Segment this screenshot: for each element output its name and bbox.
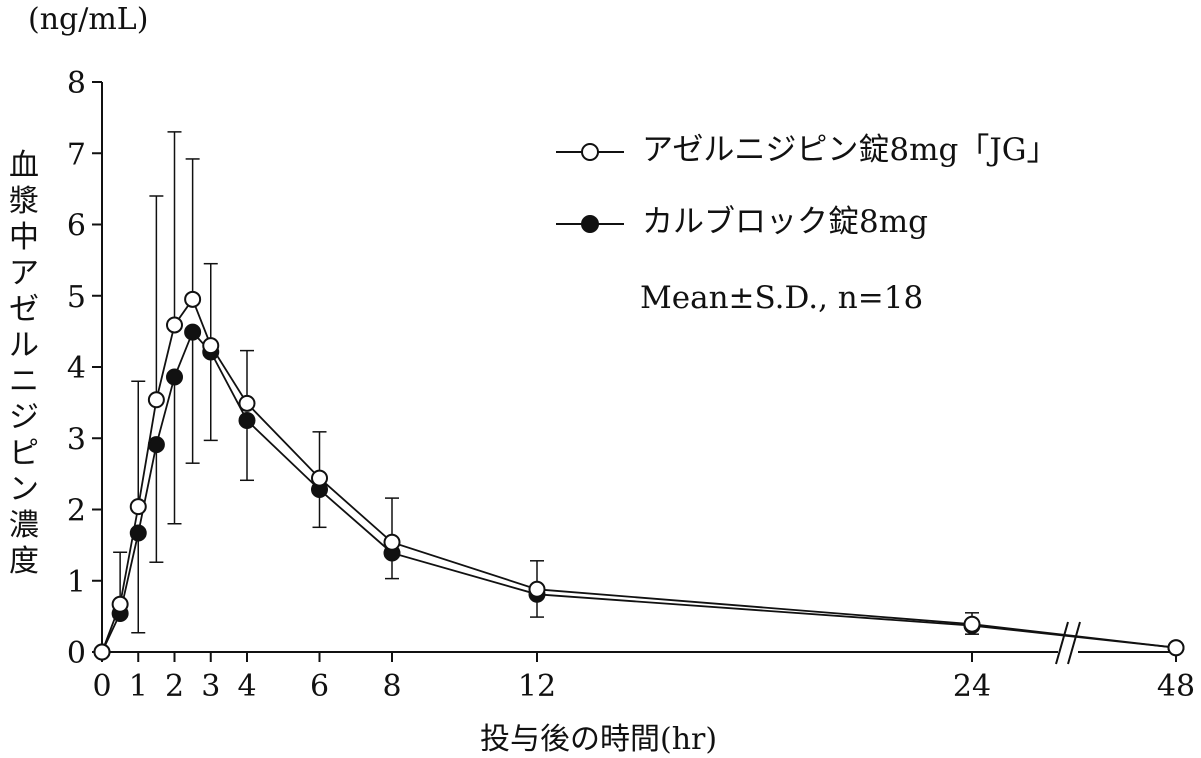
open-circle-marker-icon — [556, 143, 624, 161]
y-axis-title-char: ゼ — [9, 292, 39, 327]
data-point-jg — [528, 580, 546, 598]
x-tick-label: 48 — [1157, 669, 1195, 704]
series-lines — [101, 297, 1177, 653]
x-tick-label: 1 — [129, 669, 148, 704]
legend-label-jg: アゼルニジピン錠8mg「JG」 — [642, 132, 1058, 168]
y-tick-label: 5 — [67, 280, 86, 315]
data-point-jg — [1167, 639, 1185, 657]
y-tick-label: 1 — [67, 565, 86, 600]
data-point-jg — [93, 643, 111, 661]
error-bars — [113, 131, 979, 635]
x-axis-title: 投与後の時間(hr) — [480, 722, 718, 757]
data-point-jg — [202, 337, 220, 355]
y-tick-label: 0 — [67, 636, 86, 671]
x-tick-label: 3 — [201, 669, 220, 704]
data-point-calblock — [147, 436, 165, 454]
y-axis-title-char: ア — [9, 256, 39, 291]
data-point-jg — [963, 615, 981, 633]
data-point-calblock — [129, 524, 147, 542]
legend-note: Mean±S.D., n=18 — [640, 280, 924, 316]
y-axis-title-char: 濃 — [9, 508, 39, 543]
x-tick-label: 0 — [92, 669, 111, 704]
data-point-jg — [129, 498, 147, 516]
y-axis-title-char: ピ — [9, 436, 39, 471]
y-axis-title-char: ニ — [9, 364, 39, 399]
y-tick-label: 2 — [67, 494, 86, 529]
data-point-jg — [383, 533, 401, 551]
data-point-jg — [311, 469, 328, 487]
y-tick-label: 7 — [67, 137, 86, 172]
axis-break-mark — [1055, 621, 1069, 665]
x-tick-label: 12 — [518, 669, 556, 704]
data-point-calblock — [184, 323, 202, 341]
x-tick-label: 24 — [953, 669, 991, 704]
data-point-calblock — [166, 368, 183, 386]
y-tick-label: 3 — [67, 422, 86, 457]
y-axis-title-char: 中 — [9, 220, 39, 255]
y-tick-label: 6 — [67, 209, 86, 244]
y-axis-title-char: ジ — [9, 400, 39, 435]
data-point-calblock — [238, 411, 256, 429]
legend-label-calblock: カルブロック錠8mg — [642, 204, 928, 240]
y-axis-unit-label: (ng/mL) — [28, 2, 149, 37]
data-points — [93, 290, 1185, 661]
x-tick-label: 4 — [237, 669, 256, 704]
y-axis-title-char: 度 — [9, 544, 39, 579]
y-axis-title-char: ル — [9, 328, 39, 363]
y-axis-title-char: 漿 — [9, 184, 39, 219]
data-point-jg — [147, 391, 165, 409]
y-axis-title-char: ン — [9, 472, 39, 507]
series-line-jg — [101, 297, 1177, 653]
y-tick-label: 8 — [67, 66, 86, 101]
data-point-jg — [184, 290, 202, 308]
x-tick-label: 8 — [382, 669, 401, 704]
data-point-jg — [166, 316, 183, 334]
y-axis-title: 血漿中アゼルニジピン濃度 — [6, 148, 42, 580]
y-axis-title-char: 血 — [9, 148, 39, 183]
x-tick-label: 2 — [165, 669, 184, 704]
x-tick-label: 6 — [310, 669, 329, 704]
data-point-jg — [111, 595, 129, 613]
series-line-calblock — [101, 330, 1177, 653]
filled-circle-marker-icon — [556, 215, 624, 233]
y-tick-label: 4 — [67, 351, 86, 386]
axis-break-mark — [1067, 621, 1081, 665]
data-point-jg — [238, 394, 256, 412]
